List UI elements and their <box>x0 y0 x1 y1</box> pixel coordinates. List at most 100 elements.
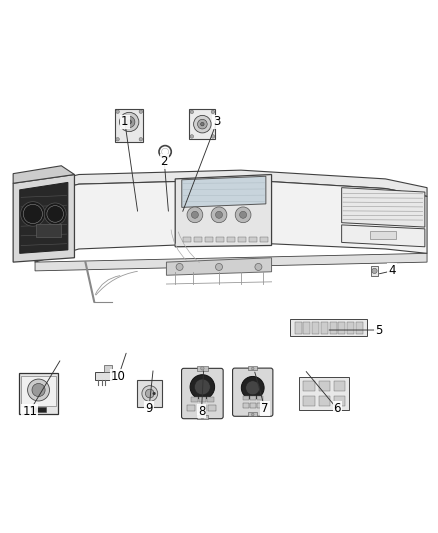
Bar <box>303 382 314 391</box>
Circle shape <box>191 211 198 219</box>
Bar <box>312 322 319 334</box>
Circle shape <box>145 389 154 398</box>
Circle shape <box>201 415 204 419</box>
Circle shape <box>215 211 223 219</box>
Bar <box>257 395 263 400</box>
Circle shape <box>127 120 131 124</box>
Bar <box>208 405 216 411</box>
Circle shape <box>120 112 139 132</box>
Bar <box>95 372 112 381</box>
FancyBboxPatch shape <box>233 368 273 416</box>
Bar <box>334 382 345 391</box>
Circle shape <box>28 379 49 401</box>
Circle shape <box>124 116 135 128</box>
Polygon shape <box>166 258 272 275</box>
Circle shape <box>187 207 203 223</box>
Bar <box>199 397 206 402</box>
Polygon shape <box>35 180 427 262</box>
Circle shape <box>251 367 254 370</box>
Circle shape <box>235 207 251 223</box>
Bar <box>338 322 345 334</box>
Bar <box>197 415 208 419</box>
Text: 3: 3 <box>213 116 220 128</box>
Circle shape <box>240 211 247 219</box>
Polygon shape <box>13 166 74 183</box>
Circle shape <box>215 263 223 270</box>
Bar <box>248 366 257 370</box>
Bar <box>19 373 58 414</box>
Bar <box>137 381 162 407</box>
Bar <box>356 322 363 334</box>
Circle shape <box>190 110 194 114</box>
Bar <box>31 407 46 412</box>
Circle shape <box>139 138 143 141</box>
Text: 9: 9 <box>145 402 153 415</box>
Circle shape <box>198 119 207 129</box>
Polygon shape <box>342 188 425 227</box>
Circle shape <box>211 110 215 114</box>
Text: 11: 11 <box>22 405 37 417</box>
Bar <box>216 237 224 242</box>
Circle shape <box>176 263 183 270</box>
Circle shape <box>201 123 204 126</box>
Text: 7: 7 <box>261 402 269 415</box>
Bar <box>227 237 235 242</box>
FancyBboxPatch shape <box>182 368 223 419</box>
Bar <box>104 365 112 372</box>
Bar <box>36 224 61 237</box>
Bar <box>187 405 195 411</box>
Bar <box>207 397 214 402</box>
Text: 6: 6 <box>333 402 341 415</box>
Bar <box>294 322 301 334</box>
Circle shape <box>44 203 66 225</box>
Circle shape <box>116 110 119 114</box>
Bar <box>329 322 336 334</box>
Bar <box>243 395 249 400</box>
Bar <box>238 237 246 242</box>
Bar <box>205 237 213 242</box>
Text: 2: 2 <box>160 155 168 168</box>
Bar <box>334 396 345 406</box>
Polygon shape <box>35 253 427 271</box>
Bar <box>243 403 249 408</box>
Text: 4: 4 <box>388 264 396 277</box>
Circle shape <box>194 379 210 395</box>
Bar <box>197 366 208 370</box>
Circle shape <box>194 115 211 133</box>
Bar <box>189 109 215 139</box>
Circle shape <box>241 376 264 399</box>
Bar <box>115 109 143 142</box>
Bar <box>248 413 257 416</box>
Bar <box>319 396 330 406</box>
Polygon shape <box>175 174 272 247</box>
Bar <box>319 382 330 391</box>
Circle shape <box>32 383 45 397</box>
Bar <box>347 322 354 334</box>
Circle shape <box>190 135 194 138</box>
Bar <box>250 395 256 400</box>
Text: 8: 8 <box>198 405 205 417</box>
Polygon shape <box>20 182 68 253</box>
Circle shape <box>246 381 260 395</box>
Circle shape <box>139 110 143 114</box>
Bar <box>290 319 367 336</box>
Text: 10: 10 <box>111 370 126 383</box>
Bar <box>299 377 350 410</box>
Bar <box>260 237 268 242</box>
Bar <box>321 322 328 334</box>
Bar <box>21 376 56 407</box>
Circle shape <box>211 135 215 138</box>
Circle shape <box>21 201 45 226</box>
Circle shape <box>255 263 262 270</box>
Circle shape <box>190 375 215 399</box>
Polygon shape <box>182 176 266 207</box>
Polygon shape <box>342 225 425 247</box>
Bar <box>183 237 191 242</box>
Circle shape <box>201 367 204 370</box>
Circle shape <box>153 392 155 395</box>
Bar <box>191 397 198 402</box>
Circle shape <box>251 413 254 416</box>
Circle shape <box>116 138 119 141</box>
Bar <box>249 237 257 242</box>
Circle shape <box>372 268 377 273</box>
